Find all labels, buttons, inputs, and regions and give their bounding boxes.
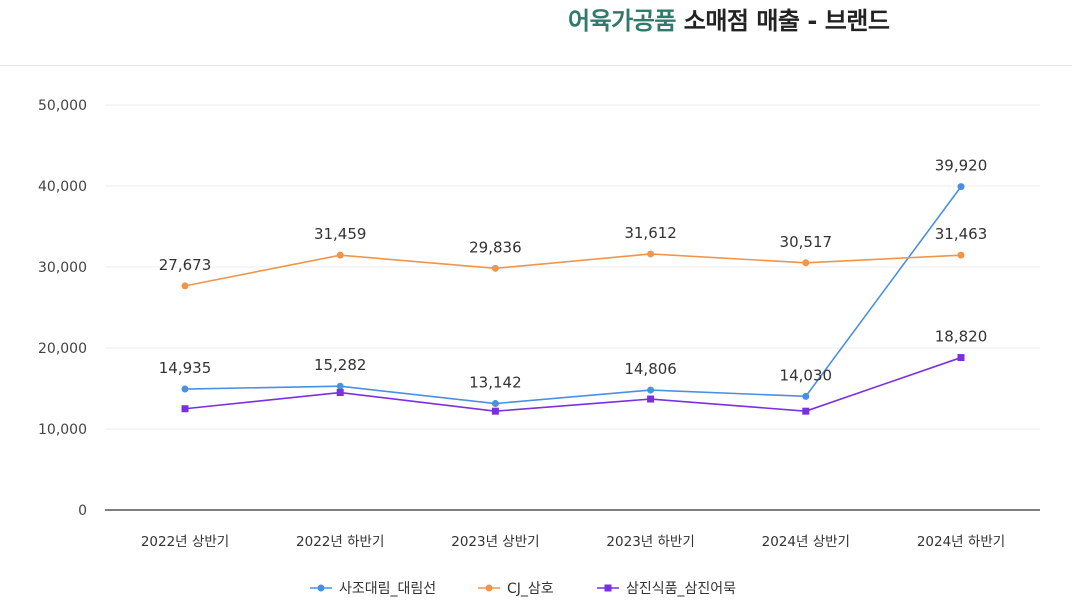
data-point-marker — [336, 382, 344, 390]
data-point-marker — [336, 251, 344, 259]
data-point-marker — [181, 405, 189, 413]
legend-marker — [317, 584, 325, 592]
chart-title-rest: 소매점 매출 - 브랜드 — [675, 7, 890, 35]
x-tick-label: 2022년 하반기 — [296, 534, 384, 550]
data-point-marker — [647, 250, 655, 258]
data-label: 15,282 — [314, 356, 367, 374]
y-tick-label: 10,000 — [38, 422, 87, 438]
y-tick-label: 50,000 — [38, 98, 87, 114]
y-tick-label: 40,000 — [38, 179, 87, 195]
chart-title: 어육가공품 소매점 매출 - 브랜드 — [568, 4, 890, 38]
legend-marker — [485, 584, 493, 592]
data-point-marker — [491, 264, 499, 272]
chart-header: 어육가공품 소매점 매출 - 브랜드 — [0, 4, 1072, 44]
chart-title-accent: 어육가공품 — [568, 7, 676, 35]
data-label: 31,463 — [935, 225, 988, 243]
series-line — [184, 186, 962, 405]
data-point-marker — [957, 183, 965, 191]
legend-label: 삼진식품_삼진어묵 — [626, 581, 736, 597]
data-label: 39,920 — [935, 157, 988, 175]
data-point-marker — [802, 407, 810, 415]
y-tick-label: 0 — [78, 503, 87, 519]
data-label: 31,612 — [624, 224, 677, 242]
data-label: 31,459 — [314, 225, 367, 243]
data-label: 29,836 — [469, 238, 522, 256]
x-tick-label: 2022년 상반기 — [141, 534, 229, 550]
data-point-marker — [181, 282, 189, 290]
data-label: 14,030 — [780, 366, 833, 384]
data-label: 14,806 — [624, 360, 677, 378]
legend-marker — [604, 584, 612, 592]
x-tick-label: 2024년 상반기 — [762, 534, 850, 550]
x-tick-label: 2024년 하반기 — [917, 534, 1005, 550]
data-point-marker — [491, 407, 499, 415]
data-point-marker — [957, 354, 965, 362]
x-tick-label: 2023년 상반기 — [451, 534, 539, 550]
data-label: 18,820 — [935, 328, 988, 346]
legend-label: 사조대림_대림선 — [339, 581, 436, 597]
header-divider — [0, 65, 1072, 66]
data-point-marker — [336, 389, 344, 397]
data-point-marker — [647, 395, 655, 403]
data-label: 13,142 — [469, 374, 522, 392]
data-point-marker — [802, 392, 810, 400]
legend-label: CJ_삼호 — [507, 581, 554, 597]
data-label: 14,935 — [159, 359, 212, 377]
data-point-marker — [802, 259, 810, 267]
x-tick-label: 2023년 하반기 — [606, 534, 694, 550]
data-label: 30,517 — [780, 233, 833, 251]
y-tick-label: 20,000 — [38, 341, 87, 357]
series-line — [184, 356, 962, 412]
data-point-marker — [647, 386, 655, 394]
y-tick-label: 30,000 — [38, 260, 87, 276]
data-point-marker — [957, 251, 965, 259]
data-point-marker — [491, 400, 499, 408]
series-line — [184, 253, 962, 287]
data-point-marker — [181, 385, 189, 393]
data-label: 27,673 — [159, 256, 212, 274]
